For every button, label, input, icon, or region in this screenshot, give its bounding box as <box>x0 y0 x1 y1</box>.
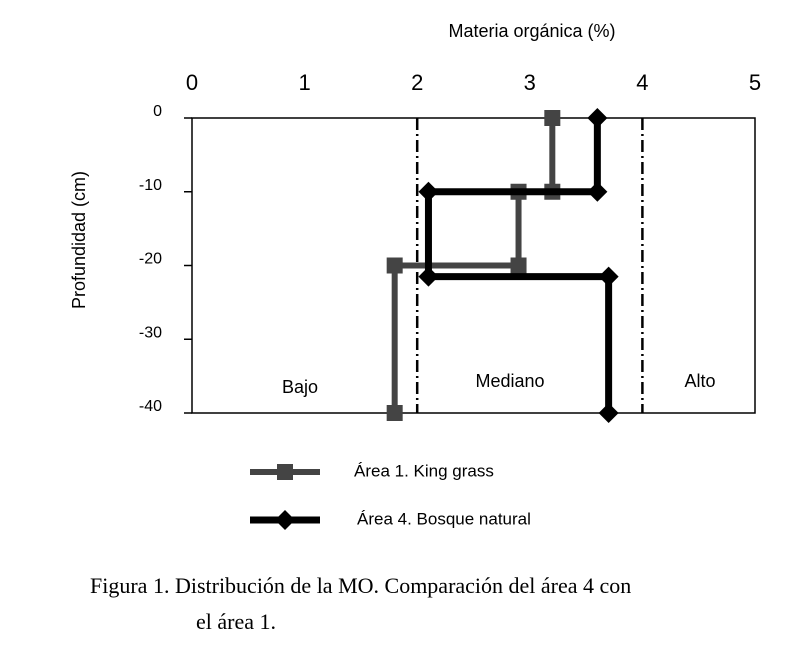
caption: Figura 1. Distribución de la MO. Compara… <box>90 573 631 598</box>
marker <box>277 464 293 480</box>
annotation: Alto <box>684 371 715 391</box>
annotation: Bajo <box>282 377 318 397</box>
x-tick-label: 5 <box>749 70 761 95</box>
x-tick-label: 3 <box>524 70 536 95</box>
caption: el área 1. <box>196 609 276 634</box>
legend-label: Área 1. King grass <box>354 461 494 480</box>
legend-label: Área 4. Bosque natural <box>357 509 531 528</box>
marker <box>418 266 439 287</box>
x-tick-label: 1 <box>298 70 310 95</box>
marker <box>587 181 608 202</box>
marker <box>587 108 608 128</box>
series-line <box>424 118 613 413</box>
marker <box>275 510 295 530</box>
marker <box>544 110 561 126</box>
series-line <box>391 118 556 413</box>
marker <box>598 266 619 287</box>
annotation: Mediano <box>475 371 544 391</box>
x-tick-label: 2 <box>411 70 423 95</box>
marker <box>418 181 439 202</box>
y-tick-label: -40 <box>139 398 162 415</box>
x-tick-label: 4 <box>636 70 648 95</box>
y-axis-label: Profundidad (cm) <box>69 171 89 309</box>
marker <box>510 257 527 274</box>
y-tick-label: 0 <box>153 103 162 120</box>
marker <box>386 257 403 274</box>
marker <box>386 405 403 421</box>
marker <box>598 403 619 423</box>
chart-title: Materia orgánica (%) <box>448 21 615 41</box>
y-tick-label: -20 <box>139 251 162 268</box>
x-tick-label: 0 <box>186 70 198 95</box>
y-tick-label: -10 <box>139 177 162 194</box>
y-tick-label: -30 <box>139 324 162 341</box>
